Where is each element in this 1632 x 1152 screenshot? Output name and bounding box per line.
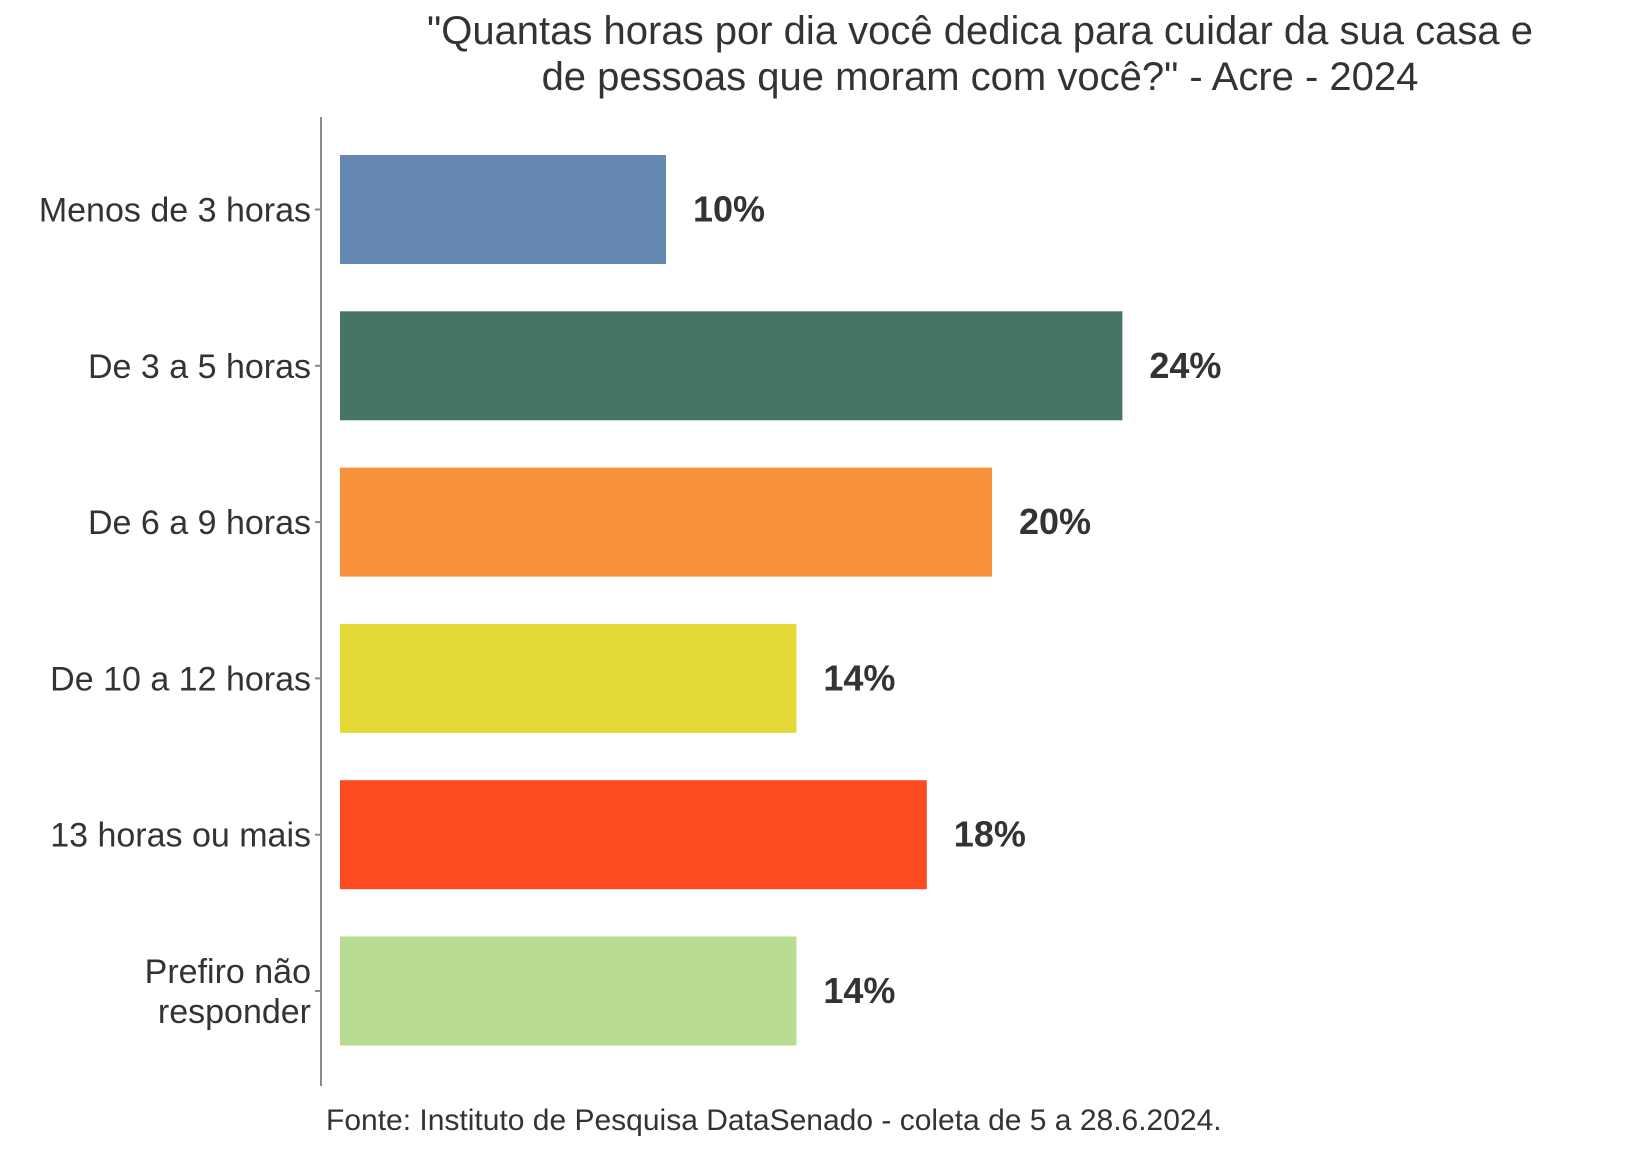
y-tick-label: De 10 a 12 horas: [50, 660, 311, 698]
bar: [340, 467, 992, 577]
bar: [340, 623, 797, 733]
bar: [340, 311, 1123, 421]
bar: [340, 780, 927, 890]
bar: [340, 155, 666, 264]
data-label: 10%: [693, 189, 765, 230]
source-footer: Fonte: Instituto de Pesquisa DataSenado …: [326, 1104, 1222, 1137]
y-tick-label: 13 horas ou mais: [50, 817, 311, 855]
data-label: 14%: [823, 657, 895, 698]
data-label: 14%: [823, 970, 895, 1011]
y-tick-label: De 3 a 5 horas: [88, 348, 311, 386]
y-tick-label: responder: [158, 993, 311, 1031]
data-label: 20%: [1019, 501, 1091, 542]
title-line-2: de pessoas que moram com você?" - Acre -…: [541, 55, 1419, 99]
title-line-1: "Quantas horas por dia você dedica para …: [427, 9, 1533, 53]
data-label: 24%: [1149, 345, 1221, 386]
y-tick-label: De 6 a 9 horas: [88, 504, 311, 542]
y-tick-label: Menos de 3 horas: [39, 192, 311, 230]
chart-title: "Quantas horas por dia você dedica para …: [340, 8, 1620, 100]
data-label: 18%: [954, 814, 1026, 855]
y-tick-label: Prefiro não: [145, 953, 311, 991]
bar: [340, 936, 797, 1046]
